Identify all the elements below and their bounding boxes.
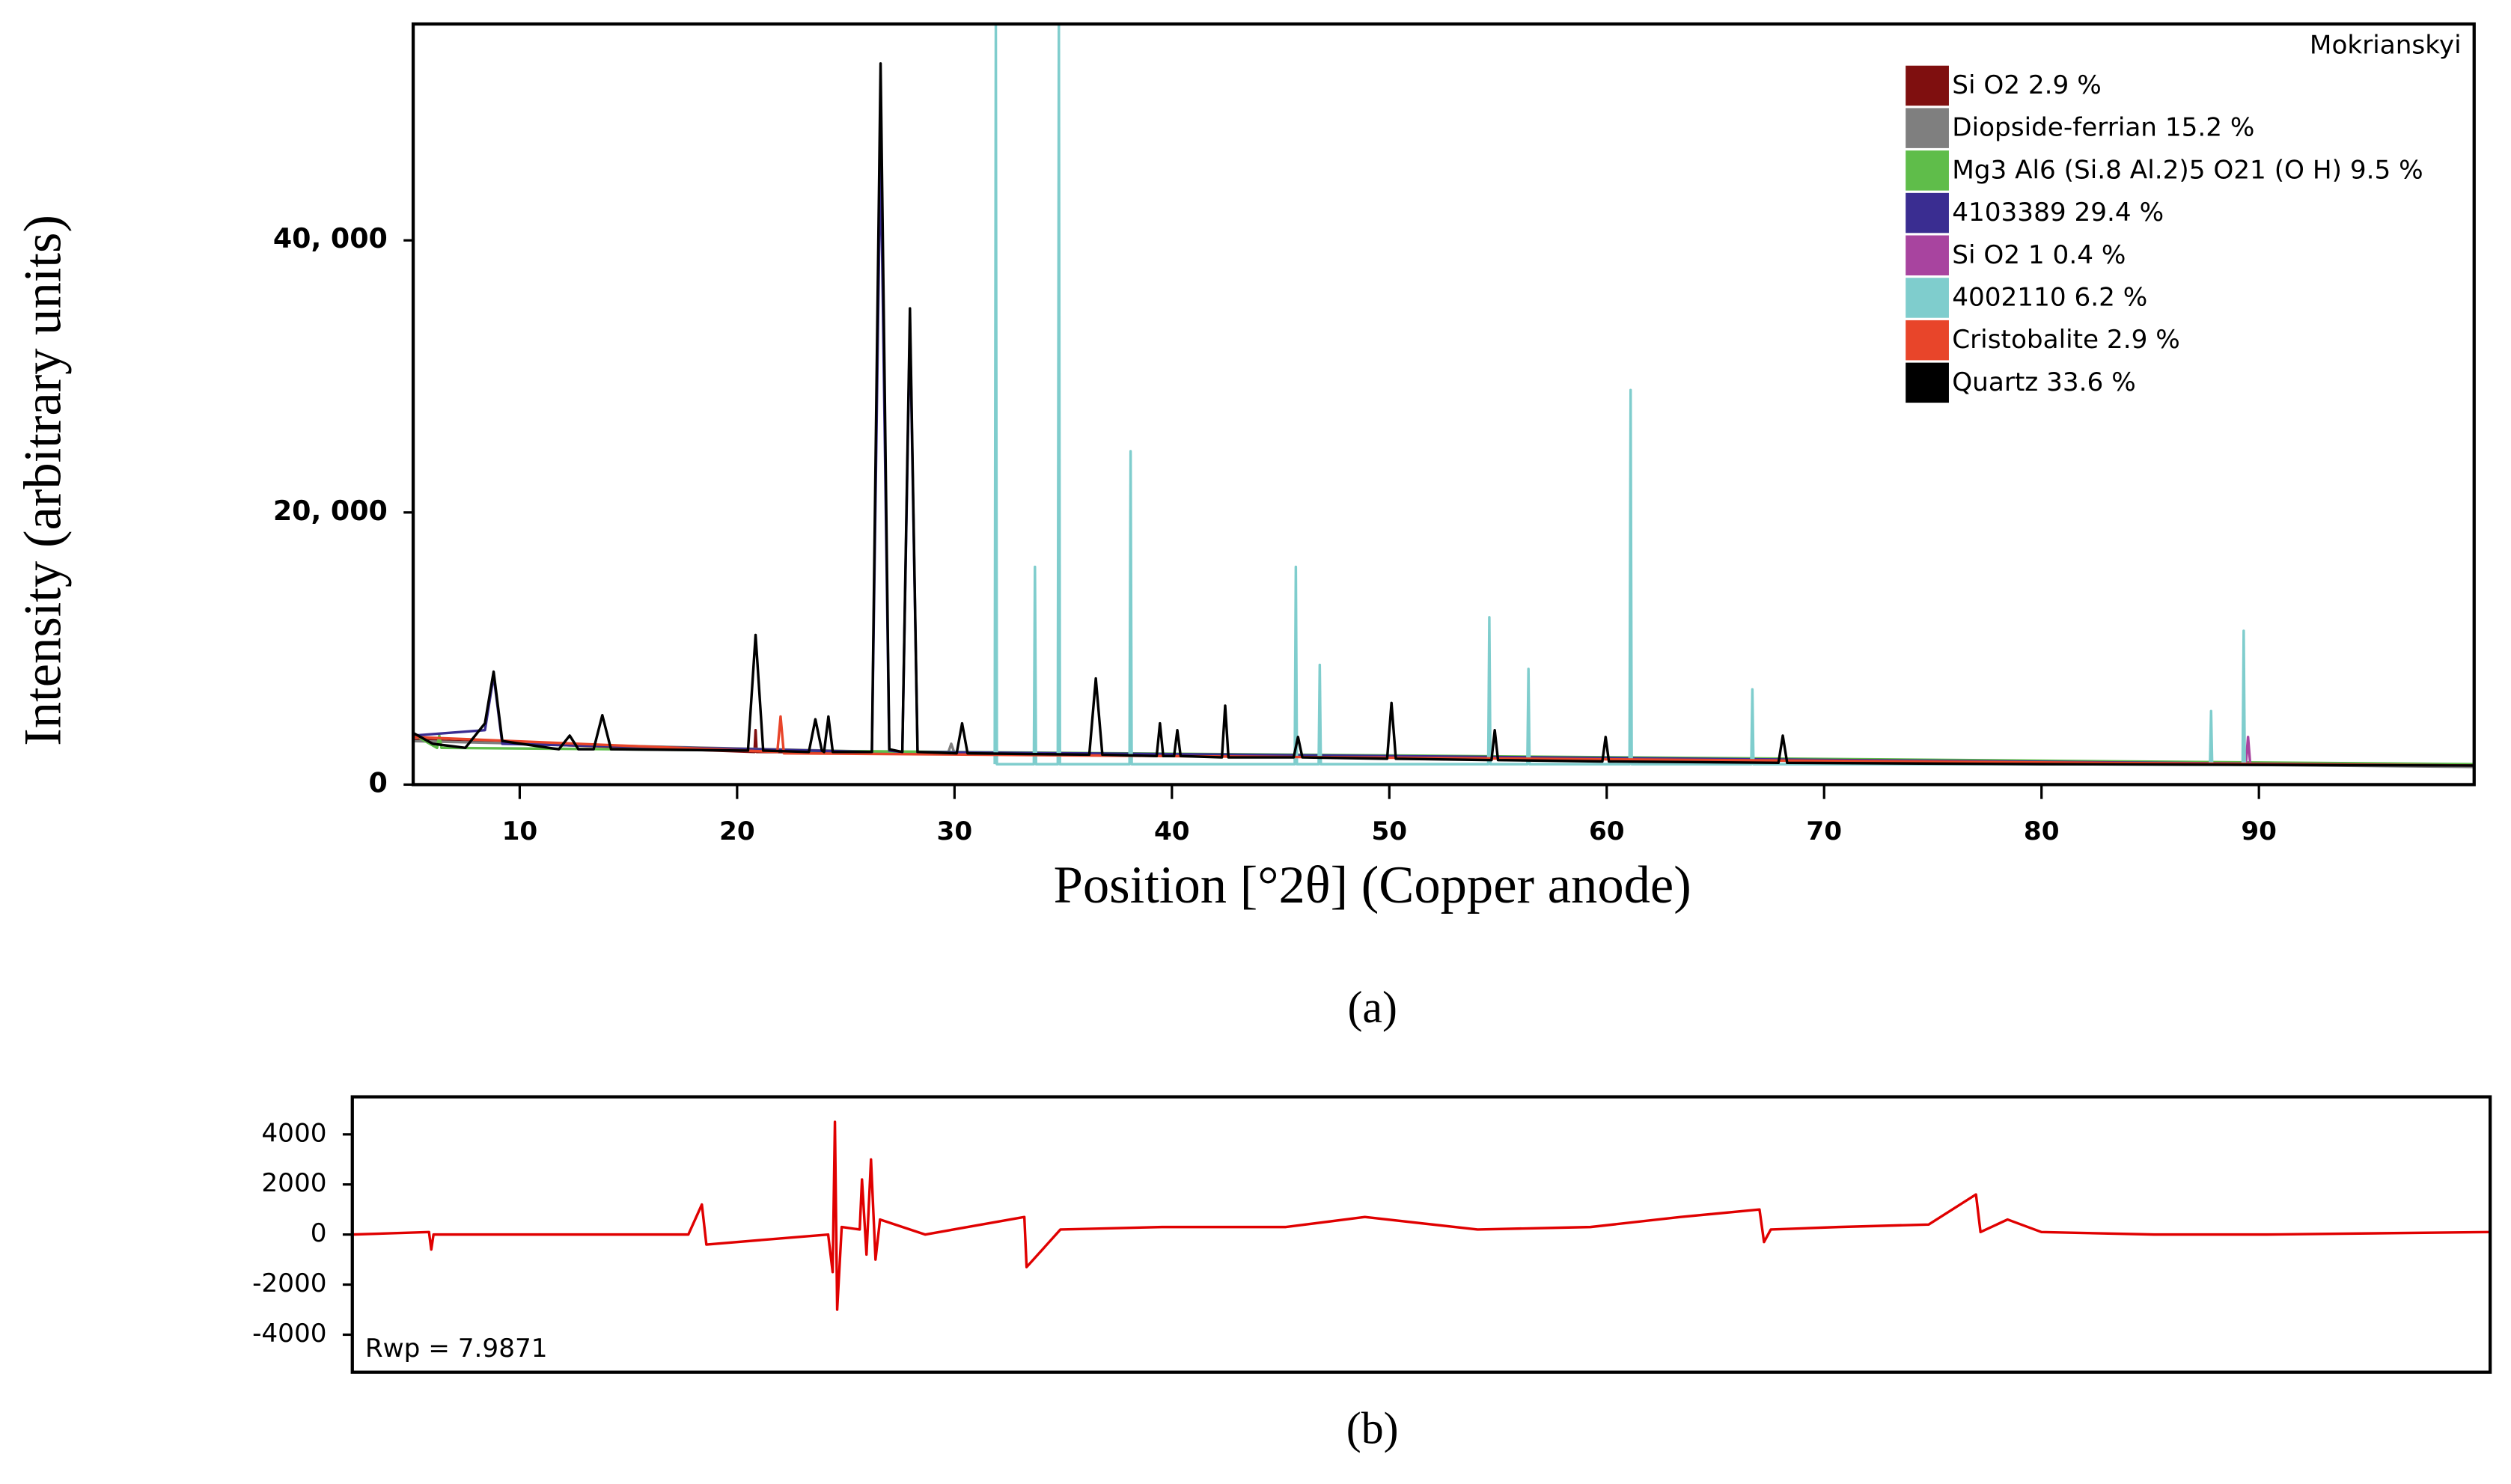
- x-tick-label: 50: [1371, 816, 1407, 846]
- x-axis-label: Position [°2θ] (Copper anode): [1054, 856, 1691, 914]
- y-tick-label: 20, 000: [273, 495, 388, 527]
- plot-frame: [411, 22, 2476, 787]
- x-tick-label: 10: [502, 816, 538, 846]
- chart-title: Mokrianskyi: [2310, 31, 2462, 61]
- plot-lines: [413, 24, 2474, 769]
- caption: (a): [1347, 983, 1397, 1032]
- legend-swatch: [1906, 108, 1949, 148]
- x-tick-label: 80: [2024, 816, 2060, 846]
- x-tick-label: 90: [2241, 816, 2277, 846]
- legend-label: 4103389 29.4 %: [1952, 198, 2164, 228]
- plot-lines: [352, 1120, 2491, 1311]
- data-line: [413, 144, 2474, 767]
- y-tick-label: 40, 000: [273, 222, 388, 254]
- legend-swatch: [1906, 320, 1949, 361]
- data-line: [352, 1120, 2491, 1311]
- legend-swatch: [1906, 235, 1949, 276]
- y-tick-label: -2000: [252, 1268, 326, 1298]
- legend-label: Si O2 1 0.4 %: [1952, 240, 2126, 270]
- legend-label: Mg3 Al6 (Si.8 Al.2)5 O21 (O H) 9.5 %: [1952, 155, 2423, 185]
- y-tick-label: -4000: [252, 1319, 326, 1349]
- legend-label: Cristobalite 2.9 %: [1952, 325, 2180, 355]
- caption: (b): [1346, 1404, 1399, 1453]
- legend-swatch: [1906, 150, 1949, 191]
- legend-swatch: [1906, 192, 1949, 233]
- legend-label: 4002110 6.2 %: [1952, 283, 2147, 313]
- data-line: [413, 62, 2474, 767]
- x-tick-label: 30: [937, 816, 973, 846]
- legend-swatch: [1906, 278, 1949, 318]
- data-line: [2245, 736, 2252, 765]
- x-tick-label: 60: [1589, 816, 1625, 846]
- annotation: Rwp = 7.9871: [365, 1334, 548, 1364]
- legend-label: Si O2 2.9 %: [1952, 70, 2102, 100]
- x-tick-label: 70: [1806, 816, 1842, 846]
- y-axis-label: Intensity (arbitrary units): [13, 215, 72, 746]
- legend-swatch: [1906, 362, 1949, 403]
- plot-frame: [350, 1095, 2492, 1374]
- legend-label: Quartz 33.6 %: [1952, 367, 2136, 397]
- y-tick-label: 0: [311, 1218, 327, 1248]
- x-tick-label: 20: [719, 816, 755, 846]
- y-tick-label: 4000: [261, 1118, 326, 1148]
- y-tick-label: 2000: [261, 1168, 326, 1198]
- y-tick-label: 0: [369, 766, 388, 799]
- legend-label: Diopside-ferrian 15.2 %: [1952, 113, 2254, 143]
- x-tick-label: 40: [1154, 816, 1190, 846]
- legend-swatch: [1906, 65, 1949, 106]
